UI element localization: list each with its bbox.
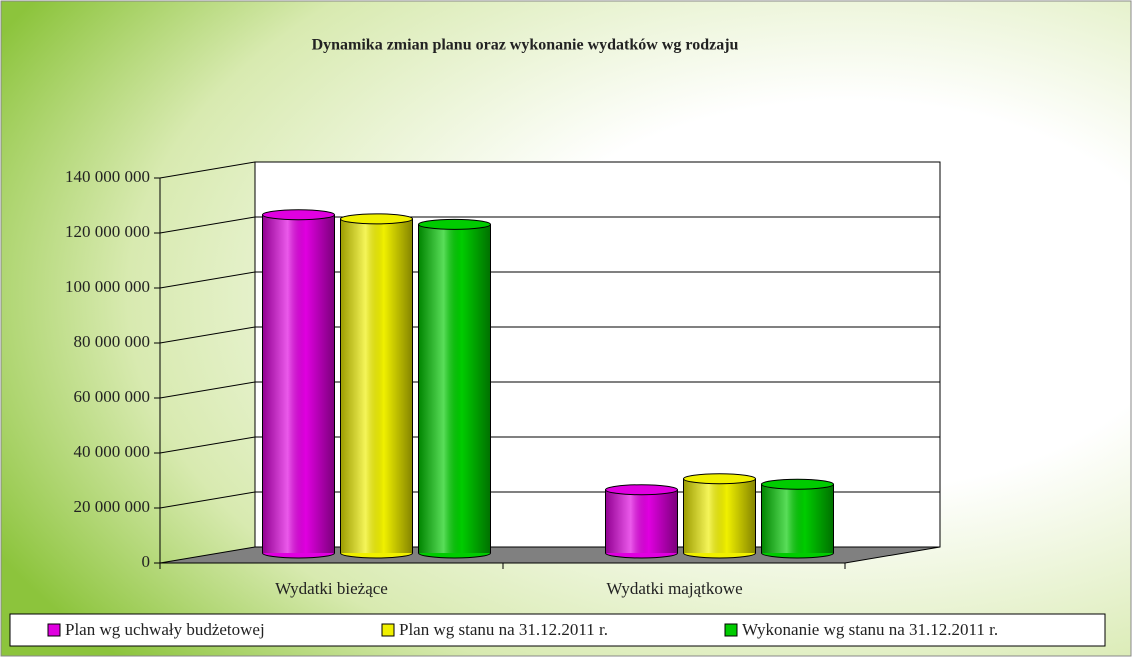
bar-shade <box>262 214 335 553</box>
y-tick-label: 40 000 000 <box>74 442 151 461</box>
x-tick-label: Wydatki majątkowe <box>606 579 742 598</box>
legend-label: Plan wg stanu na 31.12.2011 r. <box>399 620 608 639</box>
chart-title: Dynamika zmian planu oraz wykonanie wyda… <box>312 37 739 54</box>
bar-shade <box>605 489 678 553</box>
legend-swatch <box>47 623 61 637</box>
legend-swatch <box>724 623 738 637</box>
y-tick-label: 100 000 000 <box>65 277 150 296</box>
bar-shade <box>418 224 491 553</box>
grid-line <box>159 381 256 399</box>
y-tick-label: 80 000 000 <box>74 332 151 351</box>
legend <box>9 613 1106 647</box>
grid-line <box>159 161 256 179</box>
bar-top <box>605 484 678 496</box>
y-tick-label: 20 000 000 <box>74 497 151 516</box>
legend-label: Wykonanie wg stanu na 31.12.2011 r. <box>742 620 998 639</box>
grid-line <box>159 491 256 509</box>
bar-top <box>418 218 491 230</box>
bar-top <box>262 209 335 221</box>
bar-shade <box>761 484 834 553</box>
legend-label: Plan wg uchwały budżetowej <box>65 620 265 639</box>
x-tick-label: Wydatki bieżące <box>275 579 388 598</box>
y-tick-label: 140 000 000 <box>65 167 150 186</box>
y-tick-label: 60 000 000 <box>74 387 151 406</box>
grid-line <box>159 326 256 344</box>
bar-shade <box>683 478 756 553</box>
y-tick-label: 0 <box>142 552 151 571</box>
grid-line <box>159 436 256 454</box>
grid-line <box>159 271 256 289</box>
bar-top <box>340 213 413 225</box>
bar-shade <box>340 218 413 553</box>
y-tick-label: 120 000 000 <box>65 222 150 241</box>
legend-swatch <box>381 623 395 637</box>
bar-top <box>683 473 756 485</box>
bar-top <box>761 478 834 490</box>
grid-line <box>159 216 256 234</box>
